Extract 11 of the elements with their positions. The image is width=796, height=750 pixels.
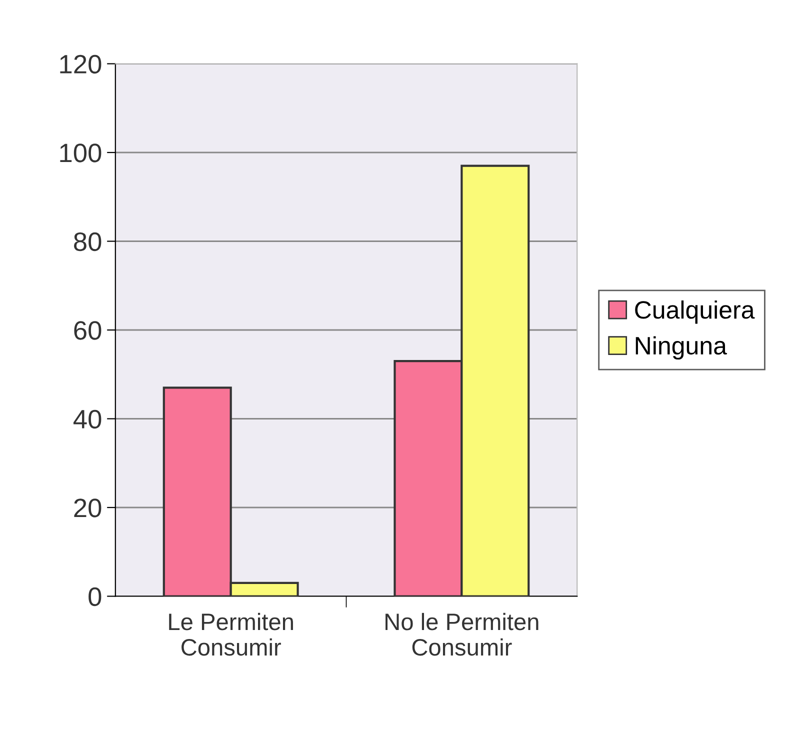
y-tick-label: 100	[60, 144, 102, 162]
y-tick-label: 20	[74, 498, 102, 518]
x-tick-label: Le Permiten Consumir	[169, 612, 293, 656]
y-tick-label: 80	[74, 232, 102, 252]
legend-label: Ninguna	[636, 336, 727, 360]
y-tick-label: 40	[73, 410, 102, 429]
y-tick-label: 120	[60, 54, 102, 74]
y-tick-label: 60	[74, 321, 102, 340]
x-tick-label: No le Permiten Consumir	[386, 612, 538, 656]
legend-label: Cualquiera	[635, 300, 755, 324]
y-tick-label: 0	[88, 587, 102, 606]
